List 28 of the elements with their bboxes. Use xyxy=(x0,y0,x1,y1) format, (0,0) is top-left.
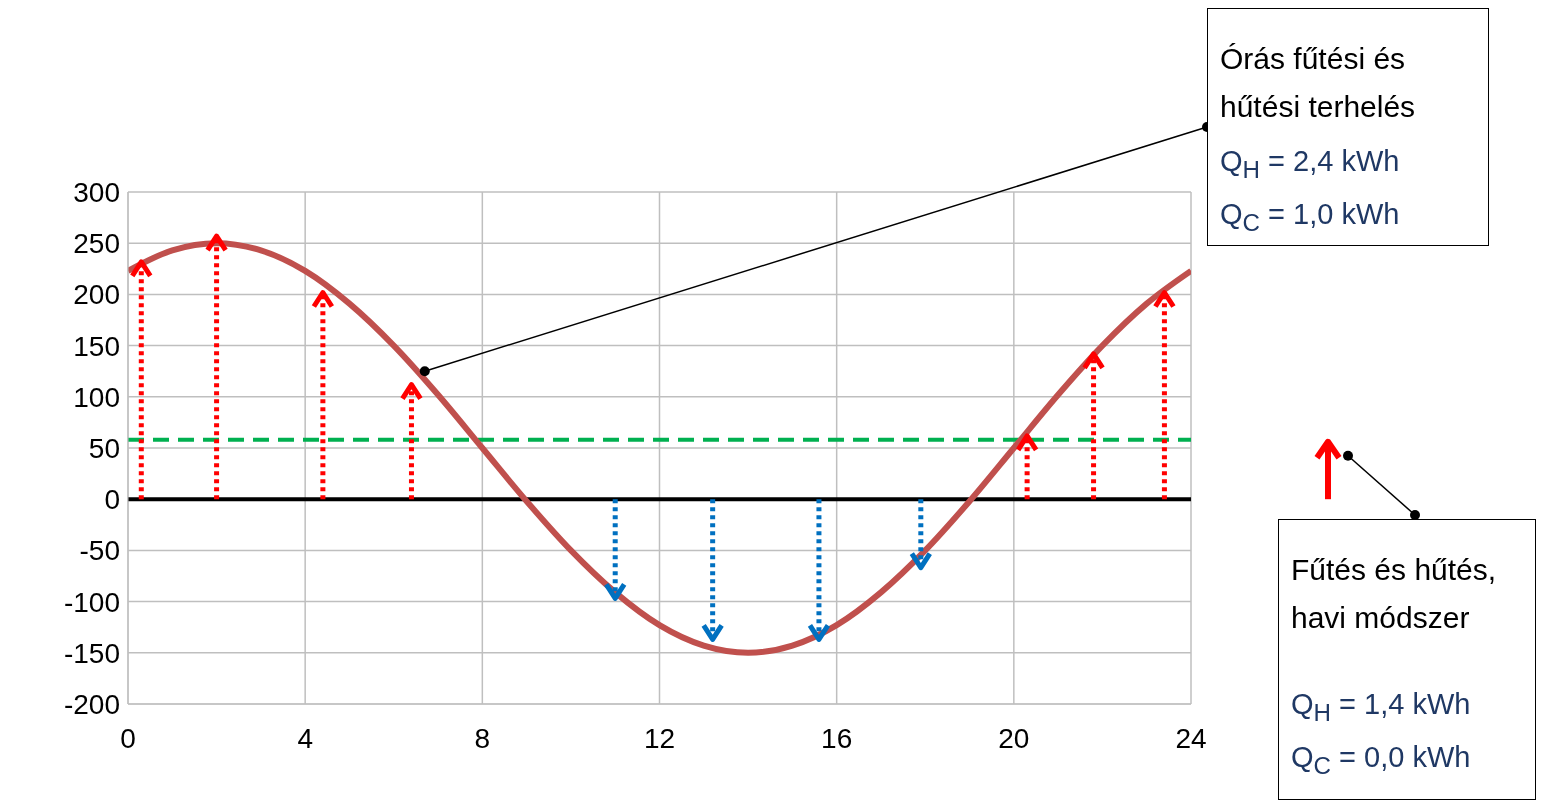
y-tick-label: -100 xyxy=(63,586,120,618)
x-tick-label: 24 xyxy=(1175,722,1207,754)
annotation: Órás fűtési és hűtési terhelés Q$_{H}$ = 2,4 kWh Q$_{C}$ = 1,0 kWh xyxy=(1220,41,1417,238)
point xyxy=(205,233,229,253)
point xyxy=(701,622,725,642)
point xyxy=(807,622,831,642)
x-tick-label: 16 xyxy=(821,722,853,754)
x-tick-label: 8 xyxy=(474,722,491,754)
point xyxy=(399,382,423,402)
y-tick-label: 200 xyxy=(73,279,120,311)
x-tick-label: 20 xyxy=(998,722,1030,754)
y-tick-label: 300 xyxy=(73,176,120,208)
y-tick-label: -50 xyxy=(79,535,120,567)
point xyxy=(909,551,933,571)
y-tick-label: -150 xyxy=(63,637,120,669)
y-tick-label: 50 xyxy=(88,432,120,464)
x-tick-label: 4 xyxy=(297,722,313,754)
x-tick-label: 12 xyxy=(643,722,676,754)
y-tick-label: 0 xyxy=(104,484,120,516)
text: Fűtés és hűtés, havi módszer Q$_{H}$ = 1,4 kWh Q$_{C}$ = 0,0 kWh xyxy=(1291,553,1497,779)
y-tick-label: 100 xyxy=(73,381,120,413)
point xyxy=(311,290,335,310)
point xyxy=(1015,433,1039,453)
point xyxy=(603,581,627,601)
y-tick-label: 150 xyxy=(73,330,120,362)
point xyxy=(129,259,153,279)
y-tick-label: 250 xyxy=(73,228,120,260)
y-tick-label: -200 xyxy=(63,688,120,720)
